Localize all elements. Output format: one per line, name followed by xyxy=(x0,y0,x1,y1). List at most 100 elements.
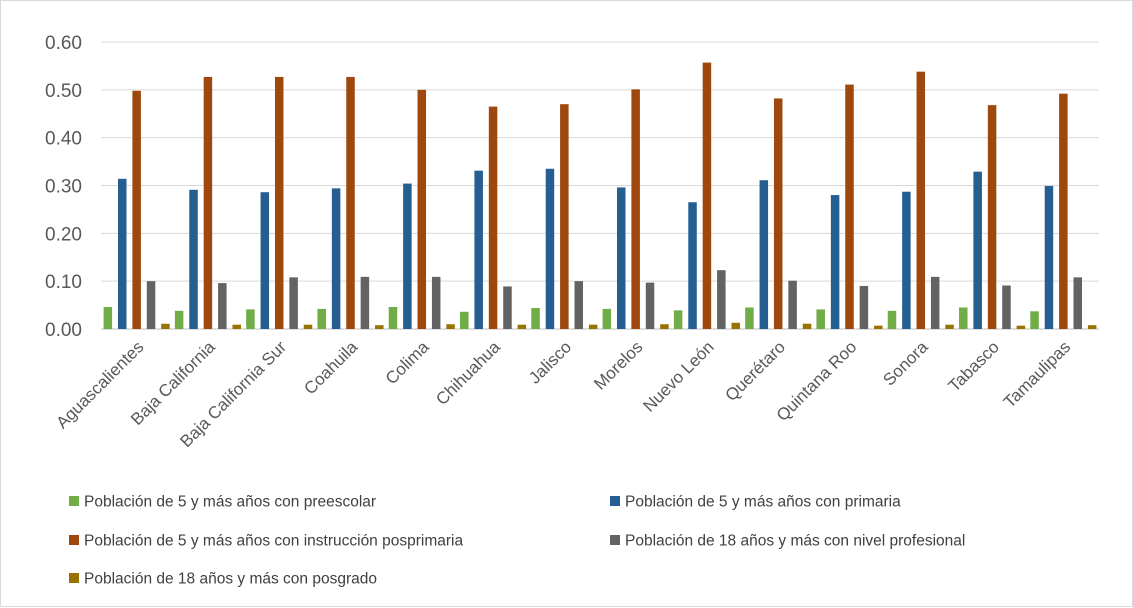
bar xyxy=(146,281,156,329)
bar xyxy=(417,89,427,329)
bar xyxy=(959,307,968,329)
bar xyxy=(916,71,926,329)
bar xyxy=(1044,185,1054,329)
bar xyxy=(602,308,612,329)
bar xyxy=(759,180,769,329)
bar xyxy=(987,105,997,329)
gridlines xyxy=(101,41,1099,330)
bar xyxy=(317,308,326,329)
y-tick-label: 0.10 xyxy=(45,272,82,293)
bar xyxy=(816,309,825,329)
bar xyxy=(161,323,170,329)
bar xyxy=(631,89,640,329)
bar xyxy=(773,98,783,330)
bar xyxy=(375,325,384,329)
bar xyxy=(788,280,797,329)
bar xyxy=(1087,325,1097,329)
bar xyxy=(616,187,626,329)
y-tick-label: 0.60 xyxy=(45,33,82,54)
bar xyxy=(274,76,284,329)
bar xyxy=(545,168,555,329)
bar xyxy=(360,276,370,329)
bar xyxy=(874,325,883,329)
bar xyxy=(802,323,812,329)
y-axis: 0.00 0.10 0.20 0.30 0.40 0.50 0.60 xyxy=(45,33,82,341)
bar xyxy=(887,310,897,329)
x-tick-label: Morelos xyxy=(590,337,646,393)
bar xyxy=(346,76,355,329)
bar xyxy=(745,307,754,329)
bar xyxy=(474,170,483,329)
bar xyxy=(673,310,683,329)
bar xyxy=(1059,93,1068,329)
y-tick-label: 0.30 xyxy=(45,177,82,198)
legend-swatch xyxy=(69,496,79,506)
bar xyxy=(388,306,398,329)
legend-label: Población de 18 años y más con nivel pro… xyxy=(625,533,965,550)
x-tick-label: Jalisco xyxy=(525,337,575,387)
x-tick-label: Tabasco xyxy=(945,337,1003,395)
y-tick-label: 0.20 xyxy=(45,224,82,245)
bar xyxy=(660,324,669,329)
bar xyxy=(859,285,869,329)
bar xyxy=(1073,277,1083,329)
bar xyxy=(303,324,313,329)
bar xyxy=(103,306,113,329)
bar xyxy=(488,106,498,329)
bar xyxy=(588,324,598,329)
legend-label: Población de 5 y más años con primaria xyxy=(625,494,901,511)
bar xyxy=(503,286,512,329)
bar xyxy=(688,202,697,329)
bar xyxy=(574,281,584,329)
bar xyxy=(218,283,227,329)
x-tick-label: Tamaulipas xyxy=(1000,337,1074,411)
bar xyxy=(403,183,412,329)
bar xyxy=(246,309,255,329)
legend-label: Población de 18 años y más con posgrado xyxy=(84,571,377,588)
bar xyxy=(517,324,527,329)
bar xyxy=(531,307,540,329)
legend-swatch xyxy=(69,535,79,545)
bar xyxy=(930,276,940,329)
legend-label: Población de 5 y más años con preescolar xyxy=(84,494,376,511)
x-tick-label: Colima xyxy=(382,337,433,388)
bar xyxy=(702,62,712,330)
bar xyxy=(1002,285,1011,329)
bar xyxy=(189,189,198,329)
bar xyxy=(717,270,726,329)
x-tick-label: Chihuahua xyxy=(432,337,504,409)
bar xyxy=(845,84,854,330)
bar xyxy=(232,324,241,329)
bar xyxy=(289,277,298,329)
legend-swatch xyxy=(69,573,79,583)
bar xyxy=(174,310,184,329)
x-tick-label: Nuevo León xyxy=(639,337,717,415)
bar xyxy=(731,322,740,329)
x-tick-label: Sonora xyxy=(879,337,932,390)
bar xyxy=(460,311,469,329)
bar xyxy=(830,195,840,329)
legend-label: Población de 5 y más años con instrucció… xyxy=(84,533,463,550)
bar xyxy=(331,188,341,329)
bar xyxy=(560,104,569,329)
bar xyxy=(446,324,455,329)
bars xyxy=(103,62,1097,330)
bar xyxy=(945,324,954,329)
bar xyxy=(1030,311,1039,329)
y-tick-label: 0.50 xyxy=(45,81,82,102)
legend: Población de 5 y más años con preescolar… xyxy=(69,494,965,588)
bar xyxy=(1016,325,1026,329)
bar xyxy=(902,191,911,329)
bar xyxy=(645,282,655,329)
legend-swatch xyxy=(610,496,620,506)
bar xyxy=(431,276,441,329)
x-tick-label: Querétaro xyxy=(721,337,789,405)
bar xyxy=(973,171,982,329)
y-tick-label: 0.00 xyxy=(45,320,82,341)
legend-swatch xyxy=(610,535,620,545)
bar xyxy=(203,76,213,329)
bar xyxy=(260,192,270,329)
